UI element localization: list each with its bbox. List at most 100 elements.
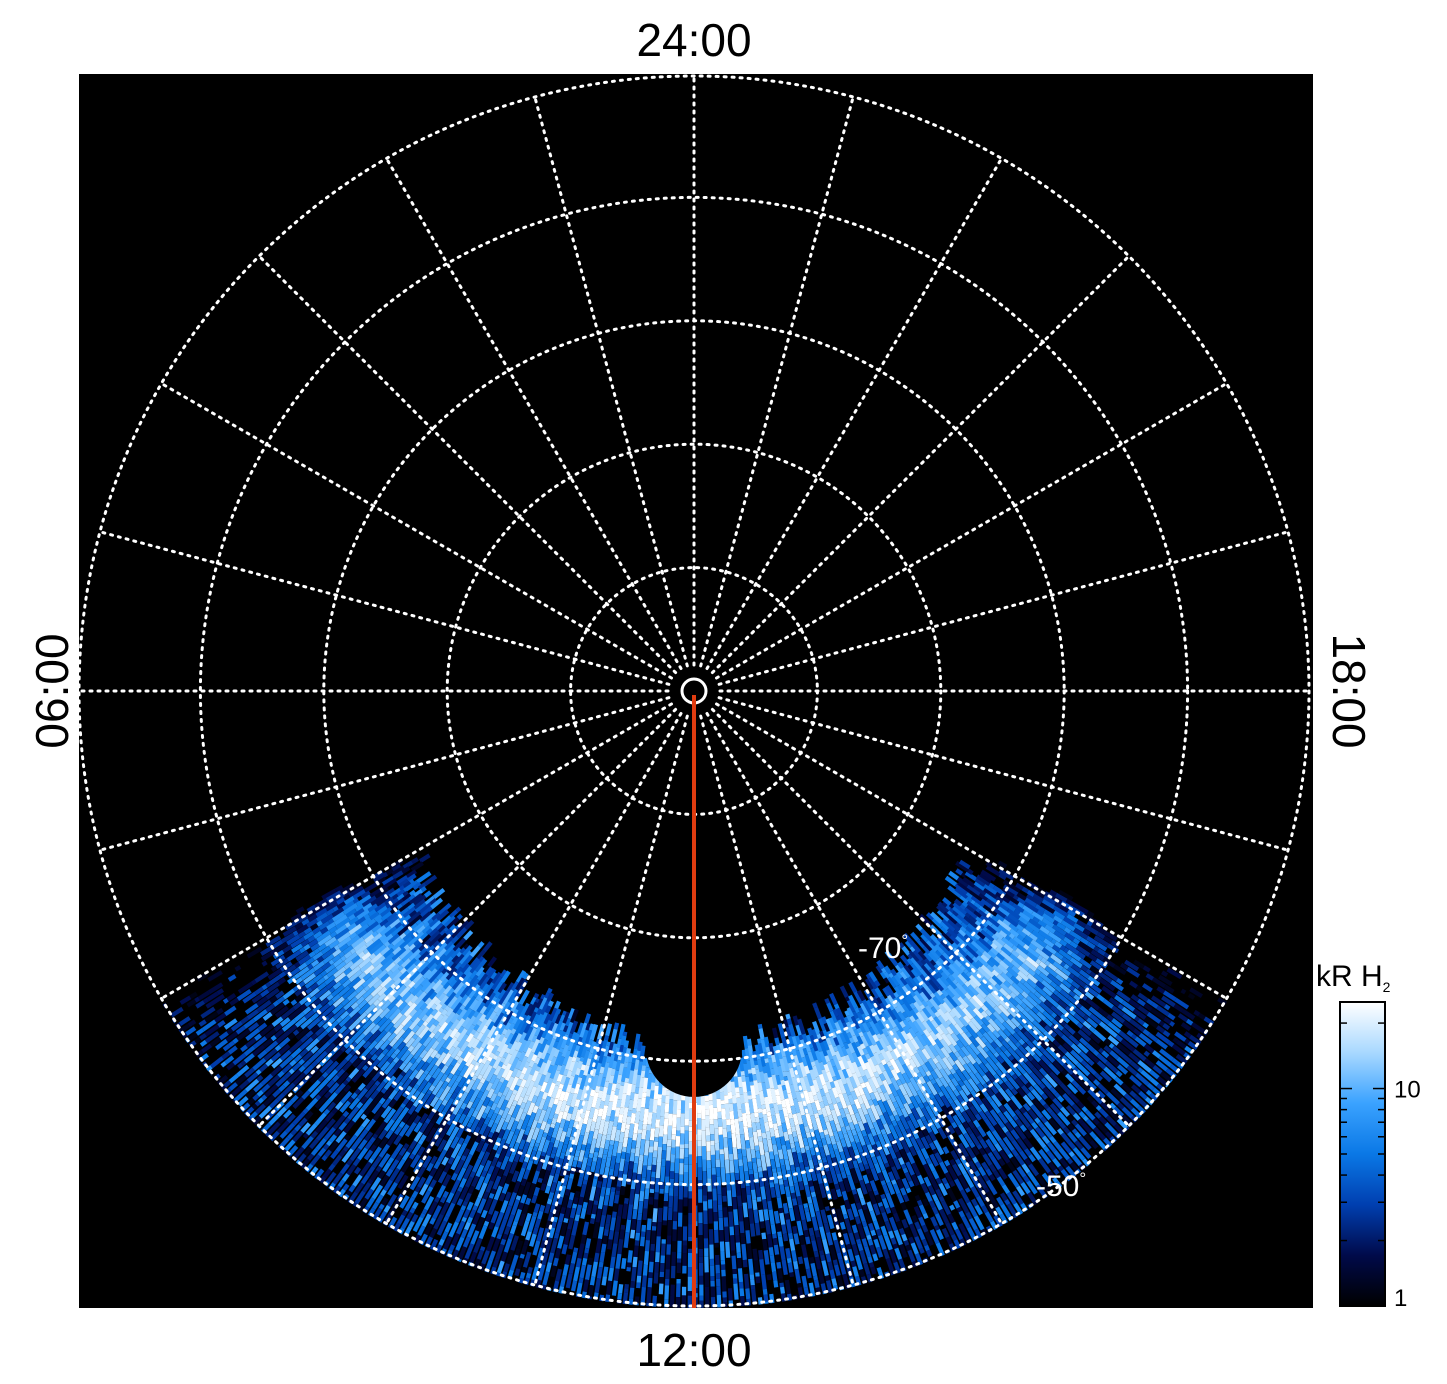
- emission-cell: [631, 1108, 637, 1114]
- emission-cell: [331, 907, 345, 918]
- emission-cell: [642, 1057, 648, 1066]
- emission-cell: [454, 986, 466, 999]
- emission-cell: [409, 1008, 418, 1018]
- emission-cell: [949, 1204, 956, 1211]
- emission-cell: [829, 1058, 837, 1068]
- emission-cell: [411, 1143, 422, 1156]
- emission-cell: [836, 1101, 844, 1110]
- emission-cell: [433, 978, 439, 984]
- emission-cell: [801, 1219, 808, 1231]
- emission-cell: [641, 1129, 647, 1140]
- emission-cell: [359, 1161, 372, 1177]
- emission-cell: [757, 1059, 764, 1072]
- emission-cell: [369, 952, 383, 965]
- emission-cell: [927, 1074, 934, 1081]
- emission-cell: [534, 1056, 541, 1065]
- emission-cell: [456, 1028, 468, 1043]
- emission-cell: [525, 1197, 532, 1206]
- emission-cell: [1008, 1054, 1015, 1062]
- emission-cell: [404, 957, 417, 971]
- emission-cell: [500, 970, 511, 984]
- emission-cell: [512, 1180, 521, 1194]
- emission-cell: [279, 1049, 292, 1061]
- emission-cell: [783, 1075, 789, 1082]
- emission-cell: [406, 963, 418, 974]
- emission-cell: [888, 1065, 895, 1071]
- emission-cell: [555, 1221, 563, 1234]
- emission-cell: [277, 1070, 285, 1078]
- emission-cell: [419, 1030, 432, 1045]
- emission-cell: [766, 1234, 773, 1248]
- emission-cell: [802, 1158, 809, 1168]
- emission-cell: [437, 1139, 447, 1153]
- emission-cell: [551, 1117, 558, 1125]
- emission-cell: [292, 1096, 305, 1109]
- emission-cell: [419, 1212, 426, 1219]
- emission-cell: [802, 1047, 809, 1056]
- emission-cell: [561, 1244, 568, 1255]
- emission-cell: [484, 982, 495, 995]
- emission-cell: [279, 1055, 294, 1069]
- emission-cell: [641, 1165, 648, 1178]
- emission-cell: [516, 1167, 526, 1183]
- emission-cell: [953, 1051, 961, 1058]
- emission-cell: [383, 1179, 393, 1192]
- emission-cell: [869, 1092, 877, 1101]
- emission-cell: [723, 1147, 729, 1160]
- emission-cell: [563, 1136, 570, 1145]
- emission-cell: [431, 979, 443, 991]
- emission-cell: [931, 1206, 939, 1215]
- emission-cell: [579, 1022, 589, 1039]
- emission-cell: [432, 940, 441, 948]
- emission-cell: [812, 1002, 818, 1009]
- emission-cell: [493, 1185, 503, 1201]
- emission-cell: [414, 1186, 421, 1193]
- emission-cell: [278, 1043, 291, 1056]
- emission-cell: [740, 1070, 746, 1076]
- emission-cell: [520, 1244, 528, 1255]
- emission-cell: [415, 1073, 427, 1087]
- emission-cell: [611, 1060, 618, 1070]
- emission-cell: [349, 957, 364, 971]
- emission-cell: [917, 1130, 925, 1139]
- emission-cell: [227, 1045, 238, 1055]
- emission-cell: [759, 1117, 766, 1134]
- emission-cell: [538, 1011, 549, 1029]
- emission-cell: [813, 1113, 820, 1119]
- emission-cell: [304, 957, 315, 966]
- emission-cell: [364, 1079, 376, 1091]
- emission-cell: [568, 1192, 575, 1201]
- emission-cell: [618, 1158, 625, 1172]
- emission-cell: [414, 999, 426, 1012]
- emission-cell: [873, 1238, 880, 1249]
- emission-cell: [227, 1040, 235, 1048]
- emission-cell: [758, 1209, 765, 1222]
- emission-cell: [338, 1149, 347, 1158]
- emission-cell: [932, 1057, 939, 1065]
- emission-cell: [448, 1221, 459, 1238]
- emission-cell: [527, 1266, 533, 1274]
- emission-cell: [755, 1122, 761, 1131]
- emission-cell: [351, 1068, 366, 1083]
- emission-cell: [950, 1233, 958, 1241]
- emission-cell: [413, 1083, 420, 1090]
- emission-cell: [641, 1065, 647, 1072]
- emission-cell: [565, 1273, 573, 1289]
- emission-cell: [566, 1178, 574, 1190]
- emission-cell: [401, 950, 414, 963]
- emission-cell: [576, 1160, 583, 1169]
- emission-cell: [621, 1203, 629, 1220]
- emission-cell: [831, 1278, 838, 1287]
- emission-cell: [518, 1139, 526, 1151]
- emission-cell: [610, 1126, 617, 1141]
- emission-cell: [428, 927, 439, 938]
- emission-cell: [227, 974, 237, 982]
- emission-cell: [457, 1056, 464, 1065]
- emission-cell: [490, 1131, 500, 1144]
- emission-cell: [429, 1167, 438, 1177]
- emission-cell: [417, 1139, 424, 1146]
- emission-cell: [410, 994, 419, 1004]
- emission-cell: [796, 1195, 803, 1206]
- emission-cell: [509, 1076, 520, 1092]
- emission-cell: [842, 1213, 849, 1220]
